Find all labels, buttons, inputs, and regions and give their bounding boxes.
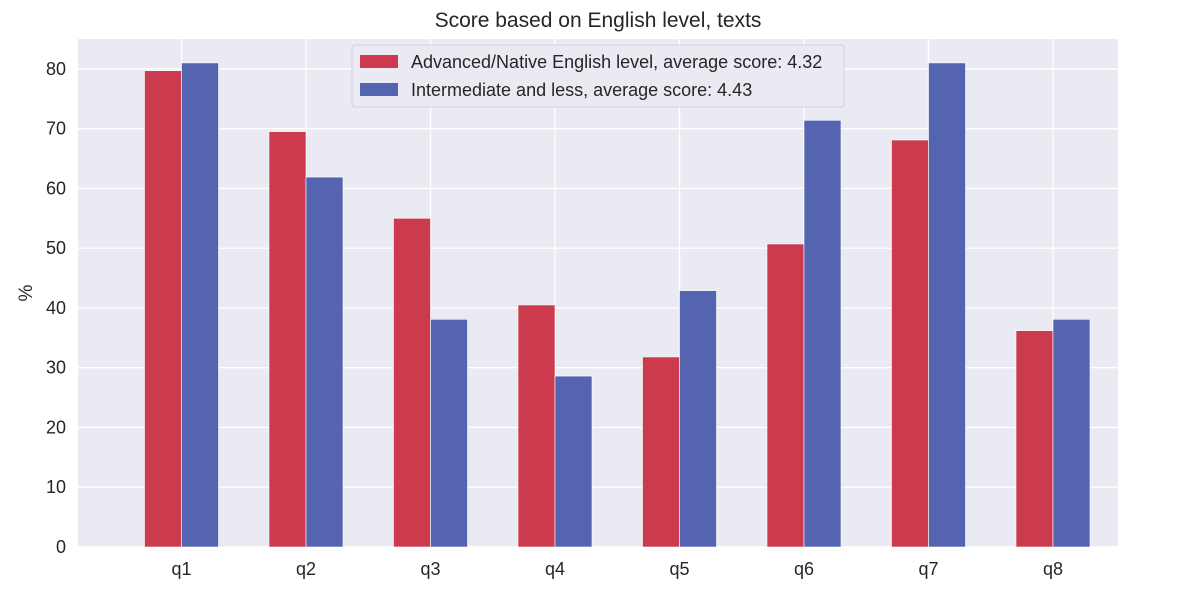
bar-intermediate-q6	[803, 119, 842, 548]
y-tick-label: 60	[46, 178, 66, 198]
x-tick-label-q2: q2	[296, 559, 316, 579]
x-tick-label-q8: q8	[1043, 559, 1063, 579]
y-tick-label: 50	[46, 238, 66, 258]
x-tick-label-q6: q6	[794, 559, 814, 579]
bar-advanced-q1	[144, 70, 182, 548]
bar-advanced-q4	[517, 304, 556, 548]
legend-box	[351, 44, 845, 108]
bar-advanced-q3	[393, 217, 431, 548]
legend-label-advanced: Advanced/Native English level, average s…	[411, 52, 822, 72]
y-tick-label: 70	[46, 119, 66, 139]
legend-swatch-intermediate	[360, 83, 398, 96]
y-tick-label: 30	[46, 358, 66, 378]
bar-intermediate-q2	[305, 176, 344, 548]
bar-advanced-q8	[1015, 330, 1054, 548]
bar-advanced-q6	[766, 243, 805, 548]
x-tick-label-q4: q4	[545, 559, 565, 579]
x-tick-label-q7: q7	[918, 559, 938, 579]
x-tick-label-q1: q1	[171, 559, 191, 579]
legend-swatch-advanced	[360, 55, 398, 68]
y-tick-label: 0	[56, 537, 66, 557]
y-tick-label: 80	[46, 59, 66, 79]
legend-label-intermediate: Intermediate and less, average score: 4.…	[411, 80, 752, 100]
y-tick-label: 40	[46, 298, 66, 318]
x-tick-label-q3: q3	[420, 559, 440, 579]
bar-intermediate-q8	[1052, 318, 1091, 548]
bar-advanced-q5	[642, 356, 680, 548]
bar-advanced-q7	[891, 139, 929, 548]
y-tick-label: 10	[46, 477, 66, 497]
bar-advanced-q2	[268, 131, 307, 548]
bar-intermediate-q1	[181, 62, 219, 548]
y-tick-label: 20	[46, 417, 66, 437]
y-tick-labels: 0 10 20 30 40 50 60 70 80	[46, 59, 66, 557]
bar-intermediate-q5	[679, 290, 717, 548]
x-tick-label-q5: q5	[669, 559, 689, 579]
chart-title: Score based on English level, texts	[435, 9, 762, 32]
bar-intermediate-q4	[554, 375, 593, 548]
bar-intermediate-q7	[928, 62, 966, 548]
y-axis-label: %	[16, 284, 37, 301]
bars	[144, 62, 1091, 548]
x-tick-labels: q1 q2 q3 q4 q5 q6 q7 q8	[171, 559, 1063, 579]
bar-intermediate-q3	[430, 318, 468, 548]
legend: Advanced/Native English level, average s…	[351, 44, 845, 108]
